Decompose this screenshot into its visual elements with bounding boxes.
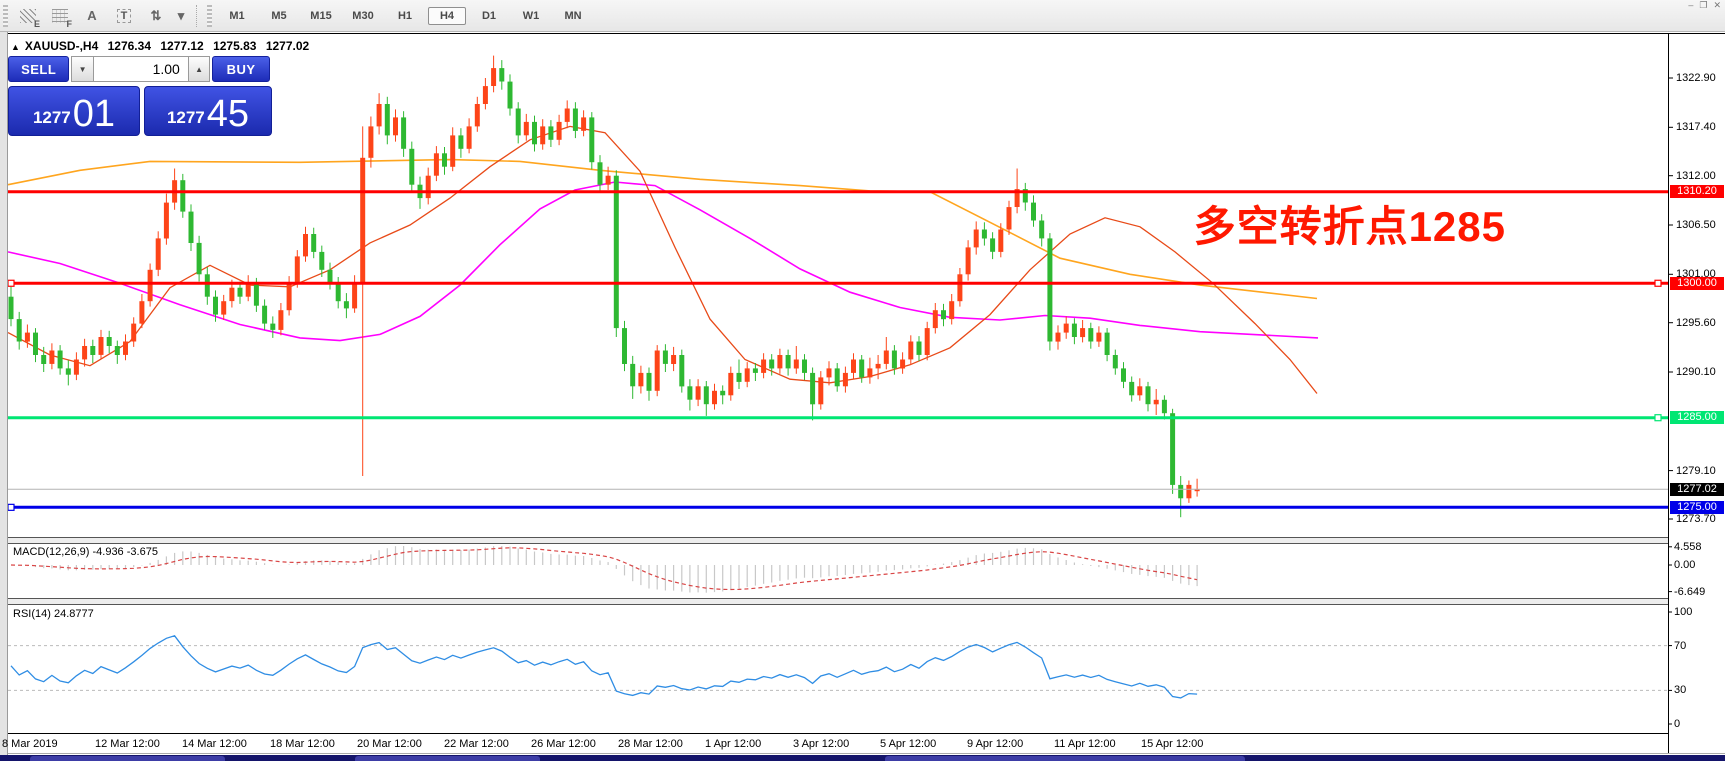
macd-signal-value: -3.675: [126, 546, 158, 558]
symbol-header: ▲ XAUUSD-,H4 1276.34 1277.12 1275.83 1277…: [11, 39, 315, 53]
sell-button[interactable]: SELL: [8, 56, 70, 82]
toolbar-grip-2[interactable]: [207, 4, 212, 27]
candles[interactable]: [8, 55, 1200, 518]
collapse-arrow-icon[interactable]: ▲: [11, 42, 20, 52]
ohlc-low: 1275.83: [213, 39, 257, 53]
timeframe-button-m15[interactable]: M15: [310, 9, 332, 22]
bid-price-major: 1277: [32, 108, 71, 127]
buy-button[interactable]: BUY: [212, 56, 270, 82]
taskbar-app-segment: [885, 756, 1245, 761]
hline-handle[interactable]: [1654, 279, 1662, 287]
arrow-style-icon[interactable]: ⇅: [150, 7, 162, 23]
timeframe-button-m30[interactable]: M30: [352, 9, 374, 22]
panel-splitter-rsi[interactable]: [8, 599, 1668, 604]
hline-handle[interactable]: [7, 279, 15, 287]
text-label-icon[interactable]: T: [111, 4, 137, 28]
bid-price-pips: 01: [72, 93, 116, 135]
macd-window-label: MACD(12,26,9) -4.936 -3.675: [13, 546, 158, 558]
one-click-trade-panel: SELL ▼ 1.00 ▲ BUY 1277 01 1277 45: [8, 56, 272, 136]
fast-ma-red[interactable]: [7, 125, 1318, 394]
taskbar-sliver: [0, 755, 1725, 761]
indicators-hatch-icon[interactable]: E: [15, 4, 41, 29]
rsi-value: 24.8777: [53, 608, 94, 620]
hline-handle[interactable]: [1654, 414, 1662, 422]
macd-main-value: -4.936: [92, 546, 124, 558]
grid-pattern-icon[interactable]: F: [47, 4, 73, 29]
timeframe-button-h4[interactable]: H4: [428, 6, 466, 25]
panel-splitter-macd[interactable]: [8, 538, 1668, 543]
dropdown-caret-icon[interactable]: ▾: [177, 7, 185, 23]
volume-input[interactable]: 1.00: [93, 56, 188, 82]
slow-ma-orange[interactable]: [7, 158, 1318, 300]
rsi-line: [10, 635, 1198, 699]
window-close-icon[interactable]: ✕: [1713, 0, 1721, 10]
timeframe-button-m5[interactable]: M5: [271, 9, 287, 22]
timeframe-button-mn[interactable]: MN: [564, 9, 582, 22]
taskbar-app-segment: [355, 756, 540, 761]
window-minimize-icon[interactable]: –: [1688, 0, 1694, 10]
ohlc-close: 1277.02: [265, 39, 310, 53]
ask-price-pips: 45: [206, 93, 250, 135]
timeframe-button-h1[interactable]: H1: [397, 9, 413, 22]
taskbar-app-segment: [30, 756, 225, 761]
bid-price-panel[interactable]: 1277 01: [8, 86, 140, 136]
window-left-edge: [0, 31, 8, 755]
ohlc-high: 1277.12: [160, 39, 204, 53]
macd-histogram: [18, 546, 1198, 593]
timeframe-button-d1[interactable]: D1: [481, 9, 497, 22]
timeframe-button-m1[interactable]: M1: [229, 9, 245, 22]
macd-signal-line: [10, 547, 1198, 591]
ask-price-major: 1277: [166, 108, 205, 127]
text-annotation-icon[interactable]: A: [87, 8, 97, 23]
symbol-title: XAUUSD-,H4: [24, 39, 99, 53]
ask-price-panel[interactable]: 1277 45: [144, 86, 272, 136]
hline-handle[interactable]: [7, 503, 15, 511]
rsi-window-label: RSI(14) 24.8777: [13, 608, 94, 620]
toolbar-grip[interactable]: [3, 4, 8, 27]
ohlc-open: 1276.34: [107, 39, 151, 53]
window-restore-icon[interactable]: ❐: [1699, 0, 1708, 10]
volume-decrease-button[interactable]: ▼: [71, 56, 94, 82]
mid-ma-magenta[interactable]: [7, 181, 1319, 342]
toolbar: E F A T ⇅ ▾ M1 M5 M15 M30 H1 H4 D1 W1 MN – ❐ ✕: [0, 0, 1725, 32]
timeframe-button-w1[interactable]: W1: [522, 9, 540, 22]
toolbar-separator: [196, 4, 198, 27]
chart-text-annotation[interactable]: 多空转折点1285: [1193, 203, 1506, 250]
window-controls: – ❐ ✕: [1688, 1, 1721, 10]
volume-increase-button[interactable]: ▲: [187, 56, 211, 82]
